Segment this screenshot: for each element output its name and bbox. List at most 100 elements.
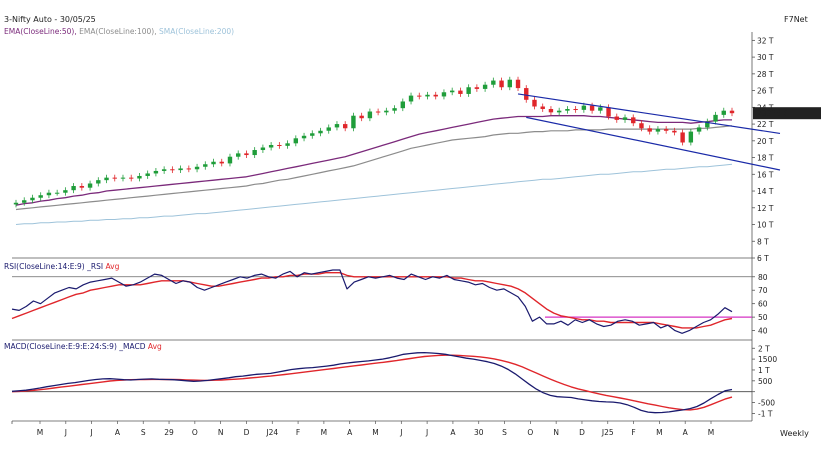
candle-body <box>606 107 611 117</box>
x-tick-label: S <box>502 428 507 437</box>
macd-legend-avg: Avg <box>147 342 162 351</box>
price-y-tick-label: 8 T <box>757 237 769 246</box>
candle-body <box>556 110 562 113</box>
rsi-y-tick-label: 80 <box>758 273 768 282</box>
macd-y-tick-label: -1 T <box>758 409 773 418</box>
candle-body <box>524 88 529 100</box>
x-tick-label: O <box>527 428 533 437</box>
rsi-y-tick-label: 40 <box>758 327 768 336</box>
ema50-line <box>15 115 732 206</box>
rsi-legend-avg: Avg <box>105 262 120 271</box>
candle-body <box>96 180 101 184</box>
candle-body <box>178 168 183 171</box>
legend-sma200: SMA(CloseLine:200) <box>158 27 235 36</box>
x-tick-label: D <box>244 428 250 437</box>
candle-body <box>367 111 373 119</box>
frequency-label: Weekly <box>780 429 809 438</box>
price-y-tick-label: 28 T <box>757 70 774 79</box>
candle-body <box>672 130 677 133</box>
candle-body <box>310 133 315 136</box>
candle-body <box>688 131 694 143</box>
candle-body <box>318 130 323 134</box>
candle-body <box>449 90 455 93</box>
candle-body <box>622 117 628 120</box>
rsi-panel: 40 50 60 70 80 <box>11 269 768 336</box>
candle-body <box>277 145 282 146</box>
candle-body <box>392 108 397 111</box>
x-tick-label: J24 <box>265 428 278 437</box>
legend-ema50: EMA(CloseLine:50), <box>4 27 77 36</box>
macd-legend-series: _MACD <box>119 342 146 351</box>
candle-body <box>153 170 159 174</box>
x-tick-label: M <box>372 428 378 437</box>
x-tick-label: J <box>64 428 67 437</box>
candle-body <box>696 127 702 132</box>
macd-y-tick-label: 2 T <box>758 344 770 353</box>
macd-legend: MACD(CloseLine:E:9:E:24:S:9) _MACD Avg <box>4 342 162 351</box>
candle-body <box>46 192 52 196</box>
candle-body <box>631 117 636 124</box>
rsi-legend-label: RSI(CloseLine:14:E:9) <box>4 262 85 271</box>
candle-body <box>647 128 652 132</box>
candle-body <box>79 186 85 188</box>
candle-body <box>499 80 504 88</box>
x-tick-label: A <box>450 428 456 437</box>
candle-body <box>293 138 299 144</box>
rsi-line <box>11 269 733 334</box>
candle-body <box>54 192 60 194</box>
macd-panel: 2 T 1500 1 T 500 -500-1 T <box>11 344 777 418</box>
x-tick-label: M <box>37 428 43 437</box>
candle-body <box>532 99 537 107</box>
candle-body <box>729 110 735 114</box>
x-tick-label: 29 <box>164 428 174 437</box>
candle-body <box>441 92 447 97</box>
candle-body <box>326 127 331 131</box>
x-tick-label: A <box>683 428 689 437</box>
price-y-tick-label: 6 T <box>757 254 769 263</box>
price-y-tick-label: 20 T <box>757 137 774 146</box>
macd-y-tick-label: 1 T <box>758 366 770 375</box>
brand-label: F7Net <box>784 15 808 24</box>
candle-body <box>663 129 669 131</box>
candle-body <box>351 115 356 129</box>
candle-body <box>87 183 93 188</box>
candle-body <box>680 132 685 143</box>
x-tick-label: 30 <box>474 428 484 437</box>
candle-body <box>425 94 430 97</box>
rsi-y-tick-label: 60 <box>758 300 768 309</box>
x-tick-label: J <box>425 428 428 437</box>
x-tick-label: F <box>631 428 635 437</box>
candle-body <box>565 109 570 111</box>
chart-title: 3-Nifty Auto - 30/05/25 <box>4 15 96 24</box>
candle-body <box>375 111 381 113</box>
rsi-y-tick-label: 70 <box>758 286 768 295</box>
x-tick-label: A <box>115 428 121 437</box>
macd-line <box>11 351 733 414</box>
candle-body <box>301 135 307 139</box>
candle-body <box>244 153 249 156</box>
candle-body <box>417 95 422 97</box>
candle-body <box>145 173 150 176</box>
candle-body <box>30 197 35 201</box>
x-tick-label: F <box>296 428 300 437</box>
x-tick-label: S <box>141 428 146 437</box>
candle-body <box>112 177 117 179</box>
x-tick-label: J <box>90 428 93 437</box>
candle-body <box>515 79 521 89</box>
candle-body <box>170 169 175 171</box>
candle-body <box>334 124 340 128</box>
candle-body <box>285 143 290 146</box>
x-tick-label: M <box>656 428 662 437</box>
candle-body <box>211 161 216 165</box>
candle-body <box>548 109 554 113</box>
rsi-y-tick-label: 50 <box>758 313 768 322</box>
x-tick-label: N <box>553 428 559 437</box>
candle-body <box>129 177 134 179</box>
candle-body <box>260 147 266 151</box>
macd-y-tick-label: 500 <box>758 377 773 386</box>
candle-body <box>63 190 68 193</box>
rsi-legend: RSI(CloseLine:14:E:9) _RSI Avg <box>4 262 119 271</box>
x-tick-label: A <box>347 428 353 437</box>
macd-signal-line <box>11 354 733 411</box>
